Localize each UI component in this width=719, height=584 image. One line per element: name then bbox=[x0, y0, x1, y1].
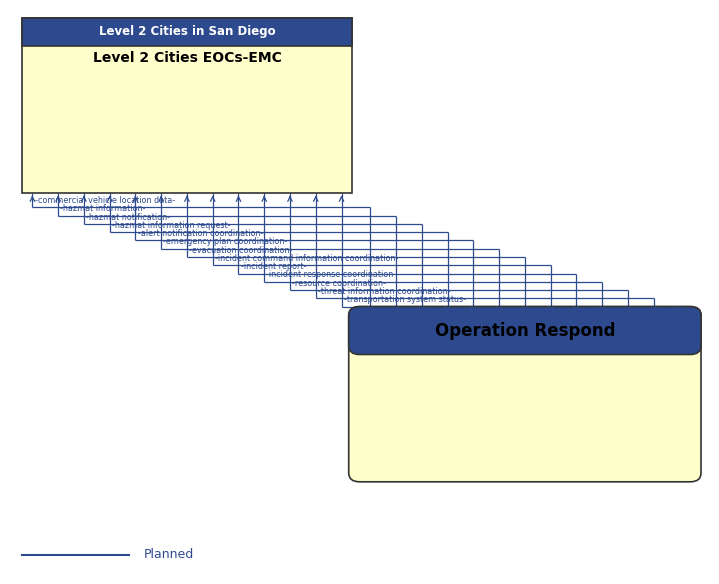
Text: -hazmat information request-: -hazmat information request- bbox=[112, 221, 230, 230]
Text: -evacuation coordination-: -evacuation coordination- bbox=[189, 246, 293, 255]
Text: Level 2 Cities in San Diego: Level 2 Cities in San Diego bbox=[99, 25, 275, 38]
FancyBboxPatch shape bbox=[349, 307, 701, 354]
Text: -hazmat notification-: -hazmat notification- bbox=[86, 213, 170, 221]
Text: -transportation system status-: -transportation system status- bbox=[344, 296, 466, 304]
Text: -resource coordination-: -resource coordination- bbox=[292, 279, 386, 288]
Text: -hazmat information-: -hazmat information- bbox=[60, 204, 146, 213]
Text: -threat information coordination-: -threat information coordination- bbox=[318, 287, 450, 296]
Bar bbox=[22, 18, 352, 46]
FancyBboxPatch shape bbox=[349, 307, 701, 482]
Bar bbox=[22, 18, 352, 193]
Bar bbox=[360, 331, 690, 346]
Text: -commercial vehicle location data-: -commercial vehicle location data- bbox=[35, 196, 175, 205]
Text: Planned: Planned bbox=[144, 548, 194, 561]
Text: -incident command information coordination-: -incident command information coordinati… bbox=[215, 254, 398, 263]
Text: Level 2 Cities EOCs-EMC: Level 2 Cities EOCs-EMC bbox=[93, 51, 281, 65]
Text: Operation Respond: Operation Respond bbox=[434, 322, 615, 339]
Text: -emergency plan coordination-: -emergency plan coordination- bbox=[163, 237, 288, 246]
Text: -incident response coordination-: -incident response coordination- bbox=[266, 270, 396, 279]
Text: -alert notification coordination-: -alert notification coordination- bbox=[137, 229, 263, 238]
Text: -incident report-: -incident report- bbox=[241, 262, 306, 271]
